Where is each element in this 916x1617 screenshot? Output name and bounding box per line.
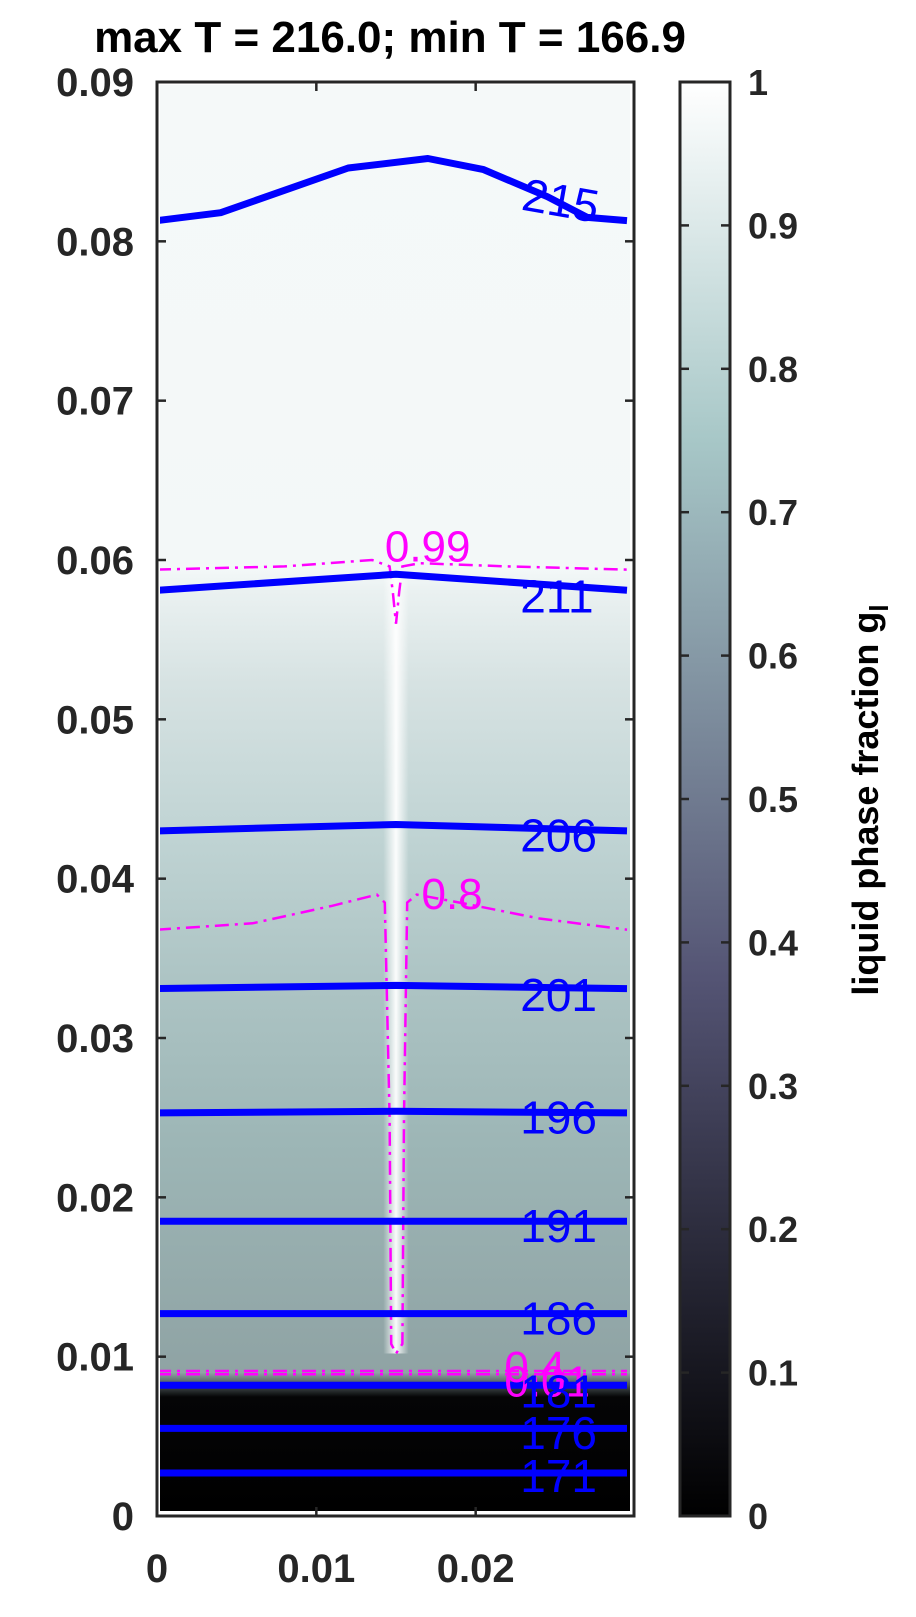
- x-tick-label-0.02: 0.02: [437, 1547, 515, 1591]
- colorbar-tick-label-1: 1: [748, 62, 768, 103]
- temperature-contour-label-196: 196: [520, 1092, 597, 1144]
- colorbar-tick-label-0.7: 0.7: [748, 492, 798, 533]
- temperature-contour-label-171: 171: [520, 1450, 597, 1502]
- y-tick-label-0.02: 0.02: [56, 1176, 134, 1220]
- temperature-contour-label-211: 211: [520, 571, 593, 623]
- chart-title: max T = 216.0; min T = 166.9: [94, 13, 686, 62]
- colorbar-tick-label-0.3: 0.3: [748, 1066, 798, 1107]
- x-tick-label-0: 0: [146, 1547, 168, 1591]
- colorbar: 0 0.1 0.2 0.3 0.4 0.5 0.6 0.7 0.8 0.9 1 liquid pha…: [678, 62, 894, 1537]
- temperature-contour-label-206: 206: [520, 810, 597, 862]
- gl-contour-0.8: [160, 893, 628, 1356]
- gl-contour-label-0.99: 0.99: [385, 523, 471, 572]
- colorbar-tick-label-0.5: 0.5: [748, 779, 798, 820]
- plot-area: 0.010.40.80.9917117618118619119620120621…: [56, 61, 636, 1591]
- colorbar-tick-label-0.4: 0.4: [748, 922, 798, 963]
- temperature-contour-label-201: 201: [520, 969, 597, 1021]
- gl-contour-label-0.01: 0.01: [504, 1358, 590, 1407]
- y-tick-label-0.09: 0.09: [56, 61, 134, 105]
- temperature-contour-label-176: 176: [520, 1407, 597, 1459]
- colorbar-tick-label-0.6: 0.6: [748, 636, 798, 677]
- y-tick-label-0.07: 0.07: [56, 380, 134, 424]
- temperature-contour-label-186: 186: [520, 1292, 597, 1344]
- colorbar-tick-layer: 0 0.1 0.2 0.3 0.4 0.5 0.6 0.7 0.8 0.9 1: [680, 62, 798, 1537]
- temperature-contour-label-181: 181: [520, 1366, 597, 1418]
- colorbar-tick-label-0.9: 0.9: [748, 205, 798, 246]
- temperature-contour-211: [160, 570, 628, 594]
- colorbar-tick-label-0.2: 0.2: [748, 1209, 798, 1250]
- temperature-contour-206: [160, 821, 628, 835]
- temperature-contour-201: [160, 981, 628, 993]
- temperature-contour-label-191: 191: [520, 1200, 597, 1252]
- y-tick-label-0.04: 0.04: [56, 858, 135, 902]
- colorbar-label-text: liquid phase fraction g: [845, 612, 886, 996]
- x-tick-label-0.01: 0.01: [277, 1547, 355, 1591]
- colorbar-tick-label-0.1: 0.1: [748, 1353, 798, 1394]
- contour-layer: [160, 155, 628, 1477]
- temperature-contour-196: [160, 1107, 628, 1117]
- colorbar-tick-label-0: 0: [748, 1496, 768, 1537]
- temperature-contour-215: [160, 155, 628, 225]
- gl-contour-label-0.4: 0.4: [504, 1343, 565, 1392]
- y-tick-label-0.08: 0.08: [56, 220, 134, 264]
- colorbar-label-subscript: l: [864, 604, 894, 611]
- y-tick-label-0.06: 0.06: [56, 539, 134, 583]
- y-tick-label-0.01: 0.01: [56, 1336, 134, 1380]
- y-tick-label-0.03: 0.03: [56, 1017, 134, 1061]
- tick-layer: 0 0.01 0.02 0.03 0.04 0.05 0.06 0.07 0.08 0.09 0 0.…: [56, 61, 634, 1591]
- colorbar-label: liquid phase fraction gl: [845, 604, 894, 995]
- gl-contour-0.99: [160, 558, 628, 624]
- y-tick-label-0: 0: [112, 1495, 134, 1539]
- colorbar-tick-label-0.8: 0.8: [748, 349, 798, 390]
- plot-axes-box: [155, 80, 636, 1518]
- gl-contour-label-0.8: 0.8: [421, 870, 482, 919]
- y-tick-label-0.05: 0.05: [56, 698, 134, 742]
